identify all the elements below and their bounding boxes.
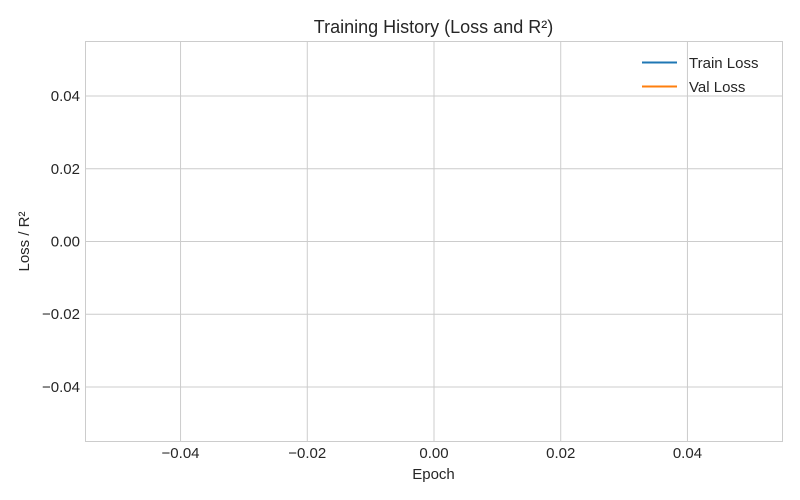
x-axis-label: Epoch <box>412 466 455 483</box>
legend-label-train-loss: Train Loss <box>689 55 758 72</box>
y-tick-label: 0.02 <box>51 161 80 178</box>
x-tick-labels: −0.04 −0.02 0.00 0.02 0.04 <box>162 445 702 462</box>
x-tick-label: 0.04 <box>673 445 702 462</box>
y-axis-label: Loss / R² <box>16 211 33 271</box>
x-tick-label: −0.02 <box>288 445 326 462</box>
y-tick-label: −0.02 <box>42 306 80 323</box>
grid <box>85 41 783 442</box>
x-tick-label: 0.02 <box>546 445 575 462</box>
legend-label-val-loss: Val Loss <box>689 79 745 96</box>
plot-frame <box>85 41 783 442</box>
chart-title: Training History (Loss and R²) <box>314 17 553 37</box>
y-tick-labels: −0.04 −0.02 0.00 0.02 0.04 <box>42 88 80 396</box>
x-tick-label: 0.00 <box>419 445 448 462</box>
y-tick-label: 0.00 <box>51 234 80 251</box>
x-tick-label: −0.04 <box>162 445 200 462</box>
y-tick-label: −0.04 <box>42 379 80 396</box>
y-tick-label: 0.04 <box>51 88 80 105</box>
legend: Train Loss Val Loss <box>642 55 758 96</box>
